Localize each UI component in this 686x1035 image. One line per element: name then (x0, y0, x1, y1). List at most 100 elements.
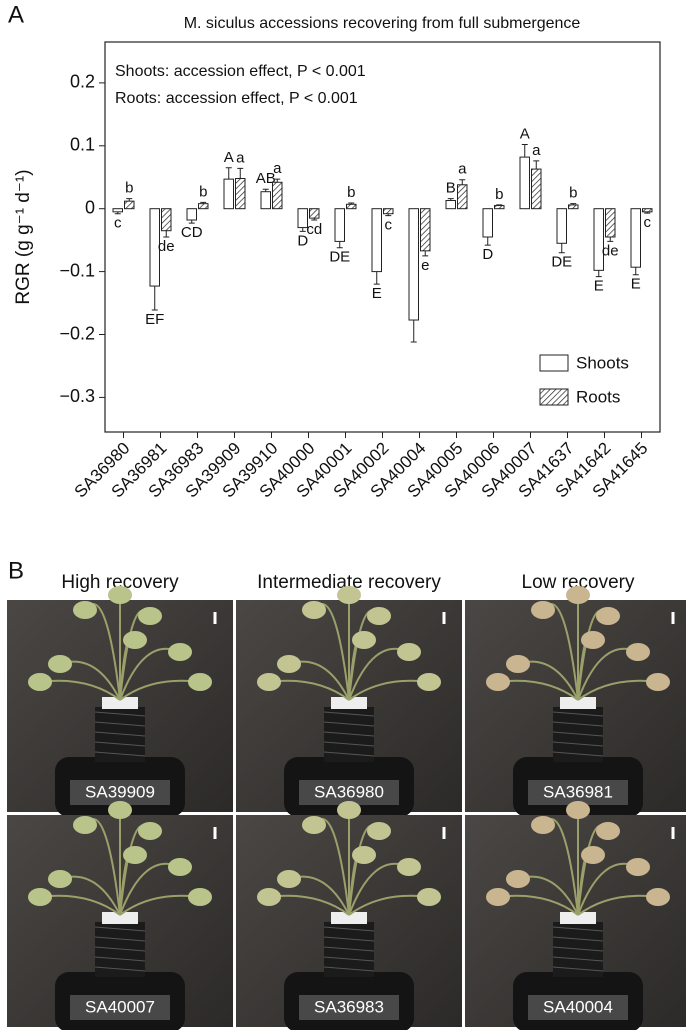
significance-letter: E (372, 285, 382, 302)
significance-letter: b (495, 186, 503, 203)
photo: SA40007 (7, 801, 233, 1032)
legend-swatch (539, 388, 569, 406)
leaf (646, 673, 670, 691)
thread (323, 741, 375, 747)
bar (260, 191, 271, 210)
leaf (28, 888, 52, 906)
error-bar (410, 320, 417, 343)
column-heading: Intermediate recovery (257, 572, 441, 593)
bar (420, 208, 431, 252)
significance-letter: de (602, 242, 619, 259)
leaf (73, 601, 97, 619)
thread (323, 936, 375, 942)
leaf (28, 673, 52, 691)
thread (323, 946, 375, 952)
bar (235, 178, 246, 210)
thread (94, 966, 146, 972)
bar (630, 208, 641, 268)
label-box (299, 780, 399, 805)
leaf (367, 607, 391, 625)
thread (323, 956, 375, 962)
leaf (188, 673, 212, 691)
bar (605, 208, 616, 238)
label-box (70, 995, 170, 1020)
leaf (626, 643, 650, 661)
error-bar (188, 220, 195, 224)
bar (519, 156, 530, 210)
photo: SA36980 (236, 586, 462, 817)
thread (552, 926, 604, 932)
significance-letter: a (236, 149, 245, 166)
significance-letter: c (114, 215, 122, 232)
error-bar (126, 198, 133, 202)
bar (112, 208, 123, 213)
error-bar (336, 241, 343, 249)
thread (552, 956, 604, 962)
significance-letter: B (446, 180, 456, 197)
leaf (566, 586, 590, 604)
bar (494, 205, 505, 210)
thread (552, 936, 604, 942)
leaf (352, 631, 376, 649)
leaf (123, 631, 147, 649)
leaf (277, 870, 301, 888)
significance-letter: D (297, 232, 308, 249)
error-bar (521, 144, 528, 158)
leaf (108, 586, 132, 604)
error-bar (225, 167, 232, 180)
leaf (417, 888, 441, 906)
leaf (531, 601, 555, 619)
significance-letter: c (385, 217, 393, 234)
significance-letter: a (458, 161, 467, 178)
photo: SA36981 (465, 586, 686, 817)
error-bar (200, 201, 207, 204)
bar (346, 203, 357, 210)
leaf (367, 822, 391, 840)
label-box (528, 995, 628, 1020)
thread (94, 721, 146, 727)
error-bar (632, 267, 639, 276)
thread (552, 966, 604, 972)
collar (331, 697, 367, 709)
thread (94, 741, 146, 747)
thread (94, 731, 146, 737)
legend-swatch (539, 354, 569, 372)
y-axis-label: RGR (g g⁻¹ d⁻¹) (13, 169, 34, 304)
thread (94, 926, 146, 932)
collar (102, 912, 138, 924)
leaf (257, 888, 281, 906)
photo-label: SA36981 (543, 782, 613, 801)
bar (457, 184, 468, 210)
photo-label: SA40004 (543, 997, 613, 1016)
leaf (302, 816, 326, 834)
thread (94, 751, 146, 757)
leaf (581, 846, 605, 864)
leaf (277, 655, 301, 673)
error-bar (459, 179, 466, 185)
bar (309, 208, 320, 219)
error-bar (607, 237, 614, 242)
significance-letter: b (347, 184, 355, 201)
photo-label: SA36983 (314, 997, 384, 1016)
label-box (299, 995, 399, 1020)
thread (323, 711, 375, 717)
collar (560, 697, 596, 709)
leaf (506, 655, 530, 673)
leaf (138, 607, 162, 625)
bar (272, 181, 283, 210)
error-bar (348, 202, 355, 205)
error-bar (644, 211, 651, 214)
significance-letter: de (158, 238, 175, 255)
thread (94, 956, 146, 962)
label-box (528, 780, 628, 805)
leaf (257, 673, 281, 691)
leaf (168, 858, 192, 876)
significance-letter: c (644, 214, 652, 231)
column-heading: High recovery (61, 572, 179, 593)
leaf (337, 586, 361, 604)
leaf (486, 673, 510, 691)
annotation: Roots: accession effect, P < 0.001 (115, 90, 358, 107)
significance-letter: AB (256, 170, 276, 187)
error-bar (114, 211, 121, 215)
error-bar (422, 250, 429, 257)
